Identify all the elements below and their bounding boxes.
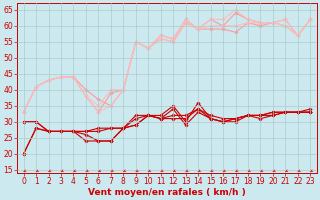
X-axis label: Vent moyen/en rafales ( km/h ): Vent moyen/en rafales ( km/h ) bbox=[88, 188, 246, 197]
